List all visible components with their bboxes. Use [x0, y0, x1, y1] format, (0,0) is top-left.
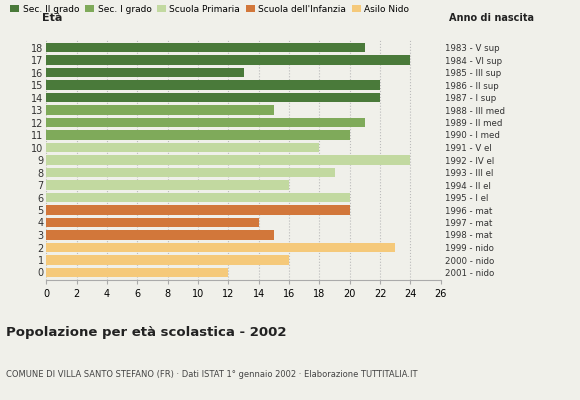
- Bar: [46, 43, 365, 52]
- Bar: [46, 105, 274, 115]
- Bar: [46, 155, 411, 165]
- Bar: [46, 255, 289, 265]
- Bar: [46, 230, 274, 240]
- Bar: [46, 130, 350, 140]
- Bar: [46, 193, 350, 202]
- Text: Anno di nascita: Anno di nascita: [449, 13, 534, 23]
- Bar: [46, 143, 320, 152]
- Bar: [46, 55, 411, 65]
- Text: Popolazione per età scolastica - 2002: Popolazione per età scolastica - 2002: [6, 326, 287, 339]
- Legend: Sec. II grado, Sec. I grado, Scuola Primaria, Scuola dell'Infanzia, Asilo Nido: Sec. II grado, Sec. I grado, Scuola Prim…: [10, 4, 409, 14]
- Bar: [46, 243, 396, 252]
- Bar: [46, 218, 259, 227]
- Text: COMUNE DI VILLA SANTO STEFANO (FR) · Dati ISTAT 1° gennaio 2002 · Elaborazione T: COMUNE DI VILLA SANTO STEFANO (FR) · Dat…: [6, 370, 417, 379]
- Bar: [46, 93, 380, 102]
- Bar: [46, 180, 289, 190]
- Text: Età: Età: [42, 13, 63, 23]
- Bar: [46, 168, 335, 177]
- Bar: [46, 80, 380, 90]
- Bar: [46, 268, 229, 277]
- Bar: [46, 118, 365, 127]
- Bar: [46, 205, 350, 215]
- Bar: [46, 68, 244, 77]
